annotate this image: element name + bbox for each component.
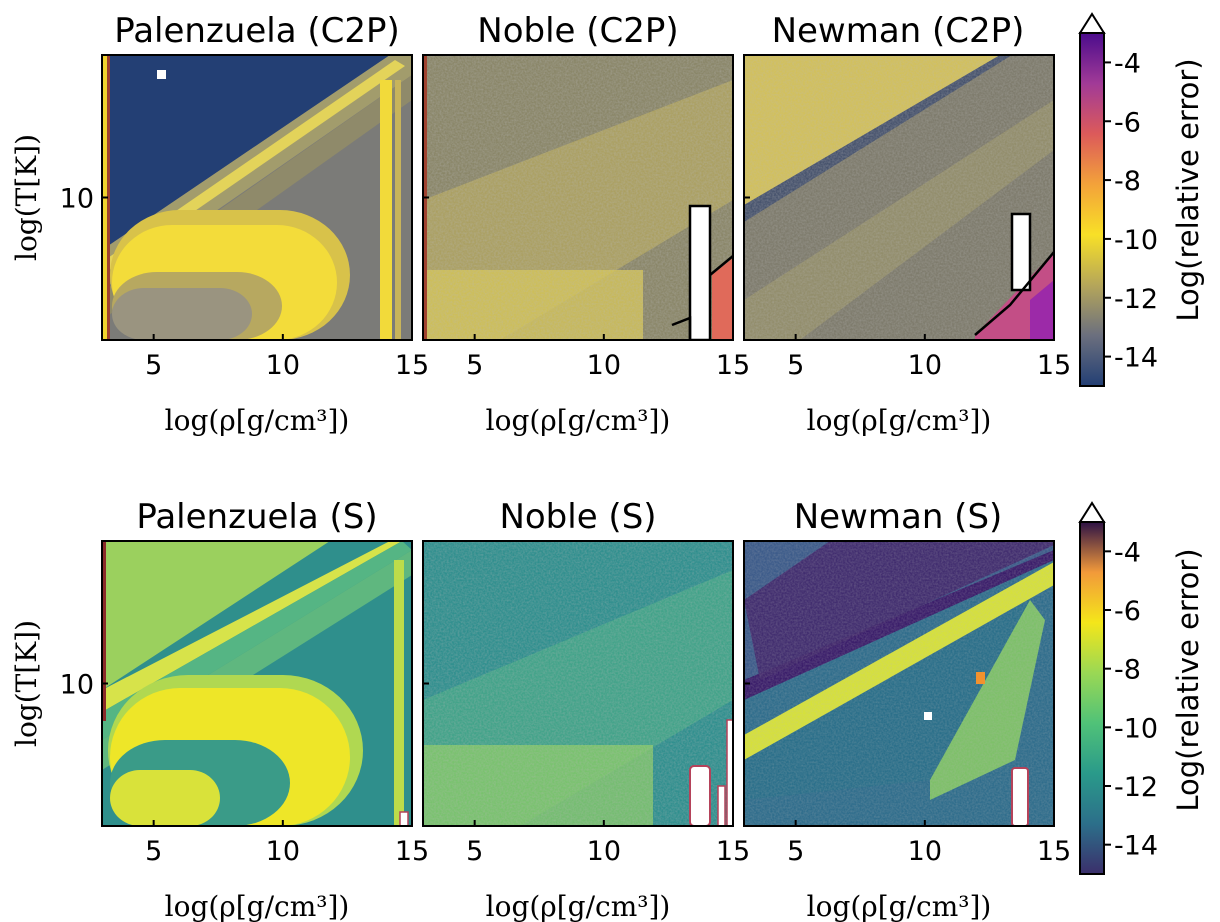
heatmap-vertical-band — [380, 80, 392, 340]
heatmap-failure-contour — [689, 765, 711, 826]
heatmap-panel-palenzuela-c2p: Palenzuela (C2P) — [101, 11, 413, 341]
tick-labels: 5 10 15 log(ρ[g/cm³]) 10 log(T[K]) 5 10 15 log(ρ[… — [10, 620, 1071, 922]
tick-labels: 5 10 15 log(ρ[g/cm³]) 10 log(T[K]) 5 10 15 log(ρ[… — [10, 134, 1071, 437]
heatmap-panel-newman-s: Newman (S) — [743, 497, 1055, 827]
colorbar — [1079, 32, 1105, 387]
x-tick-label: 5 — [787, 836, 804, 867]
x-tick-label: 10 — [908, 836, 942, 867]
x-axis-label: log(ρ[g/cm³]) — [807, 404, 992, 437]
colorbar-tick-label: -10 — [1114, 713, 1158, 744]
colorbar-label: Log(relative error) — [1171, 58, 1205, 321]
x-tick-label: 10 — [587, 836, 621, 867]
heatmap-hot-spot — [976, 672, 985, 684]
heatmap-failure-contour — [688, 204, 712, 340]
x-tick-label: 10 — [908, 350, 942, 381]
heatmap-failure-contour — [1011, 767, 1029, 826]
x-axis-label: log(ρ[g/cm³]) — [807, 890, 992, 922]
x-axis-label: log(ρ[g/cm³]) — [165, 404, 350, 437]
x-tick-label: 5 — [466, 836, 483, 867]
x-tick-label: 10 — [587, 350, 621, 381]
heatmap-panel-newman-c2p: Newman (C2P) — [743, 11, 1055, 341]
panel-title: Palenzuela (S) — [136, 497, 377, 537]
colorbar-tick-label: -6 — [1114, 596, 1141, 627]
heatmap-failure-contour — [1010, 212, 1032, 292]
colorbar-tick-label: -4 — [1114, 537, 1141, 568]
y-tick-label: 10 — [60, 670, 94, 701]
colorbar-tick-label: -12 — [1114, 284, 1158, 315]
x-axis-label: log(ρ[g/cm³]) — [165, 890, 350, 922]
colorbar-tick-label: -6 — [1114, 107, 1141, 138]
heatmap-region-bright — [102, 541, 330, 690]
x-tick-label: 10 — [266, 350, 300, 381]
heatmap-missing-cell — [157, 70, 166, 79]
heatmap-left-edge — [107, 55, 110, 340]
colorbar-tick-label: -8 — [1114, 166, 1141, 197]
x-tick-label: 5 — [145, 350, 162, 381]
colorbar-c2p: -4 -6 -8 -10 -12 -14 Log(relative error) — [1078, 12, 1205, 387]
colorbar-tick-label: -12 — [1114, 772, 1158, 803]
colorbar-tick-label: -14 — [1114, 343, 1158, 374]
y-axis-label: log(T[K]) — [10, 620, 43, 747]
x-axis-label: log(ρ[g/cm³]) — [486, 404, 671, 437]
heatmap-region-core — [110, 770, 220, 826]
panel-title: Noble (C2P) — [477, 11, 678, 51]
colorbar-tick-label: -14 — [1114, 831, 1158, 862]
heatmap-noise — [744, 55, 1054, 340]
x-tick-label: 5 — [145, 836, 162, 867]
x-tick-label: 5 — [466, 350, 483, 381]
heatmap-panel-noble-s: Noble (S) — [422, 497, 734, 827]
heatmap-failure-contour — [717, 785, 726, 826]
colorbar-ticks: -4 -6 -8 -10 -12 -14 — [1104, 48, 1158, 374]
colorbar-s: -4 -6 -8 -10 -12 -14 Log(relative error) — [1078, 501, 1205, 875]
heatmap-noise — [744, 541, 1054, 826]
heatmap-missing-cell — [924, 712, 932, 720]
heatmap-vertical-band — [395, 80, 401, 340]
x-tick-label: 15 — [395, 836, 429, 867]
colorbar-extend-arrow — [1078, 12, 1106, 34]
heatmap-failure-contour — [399, 811, 409, 826]
x-tick-label: 15 — [716, 836, 750, 867]
colorbar-extend-arrow — [1078, 501, 1106, 523]
panel-title: Newman (C2P) — [772, 11, 1025, 51]
heatmap-failure-contour — [726, 719, 733, 826]
colorbar-ticks: -4 -6 -8 -10 -12 -14 — [1104, 537, 1158, 862]
y-tick-label: 10 — [60, 184, 94, 215]
s-row: Palenzuela (S) Noble (S) — [10, 497, 1205, 922]
colorbar-tick-label: -10 — [1114, 225, 1158, 256]
x-tick-label: 15 — [1037, 836, 1071, 867]
heatmap-region-inner-dark — [112, 288, 252, 340]
x-tick-label: 10 — [266, 836, 300, 867]
y-axis-label: log(T[K]) — [10, 134, 43, 261]
x-axis-label: log(ρ[g/cm³]) — [486, 890, 671, 922]
heatmap-panel-palenzuela-s: Palenzuela (S) — [101, 497, 413, 827]
x-tick-label: 15 — [716, 350, 750, 381]
heatmap-left-edge — [102, 541, 106, 721]
colorbar-tick-label: -4 — [1114, 48, 1141, 79]
heatmap-vertical-band — [394, 560, 404, 826]
panel-title: Newman (S) — [794, 497, 1003, 537]
panel-title: Palenzuela (C2P) — [114, 11, 400, 51]
x-tick-label: 15 — [395, 350, 429, 381]
colorbar-tick-label: -8 — [1114, 655, 1141, 686]
heatmap-failure-region — [712, 258, 733, 340]
heatmap-noise — [423, 55, 733, 340]
heatmap-failure-region-peak — [1030, 280, 1054, 340]
x-tick-label: 15 — [1037, 350, 1071, 381]
panel-title: Noble (S) — [499, 497, 656, 537]
x-tick-label: 5 — [787, 350, 804, 381]
colorbar-label: Log(relative error) — [1171, 548, 1205, 811]
heatmap-noise — [423, 541, 733, 826]
heatmap-panel-noble-c2p: Noble (C2P) — [422, 11, 734, 341]
c2p-row: Palenzuela (C2P) Noble ( — [10, 11, 1205, 437]
colorbar — [1079, 521, 1105, 875]
